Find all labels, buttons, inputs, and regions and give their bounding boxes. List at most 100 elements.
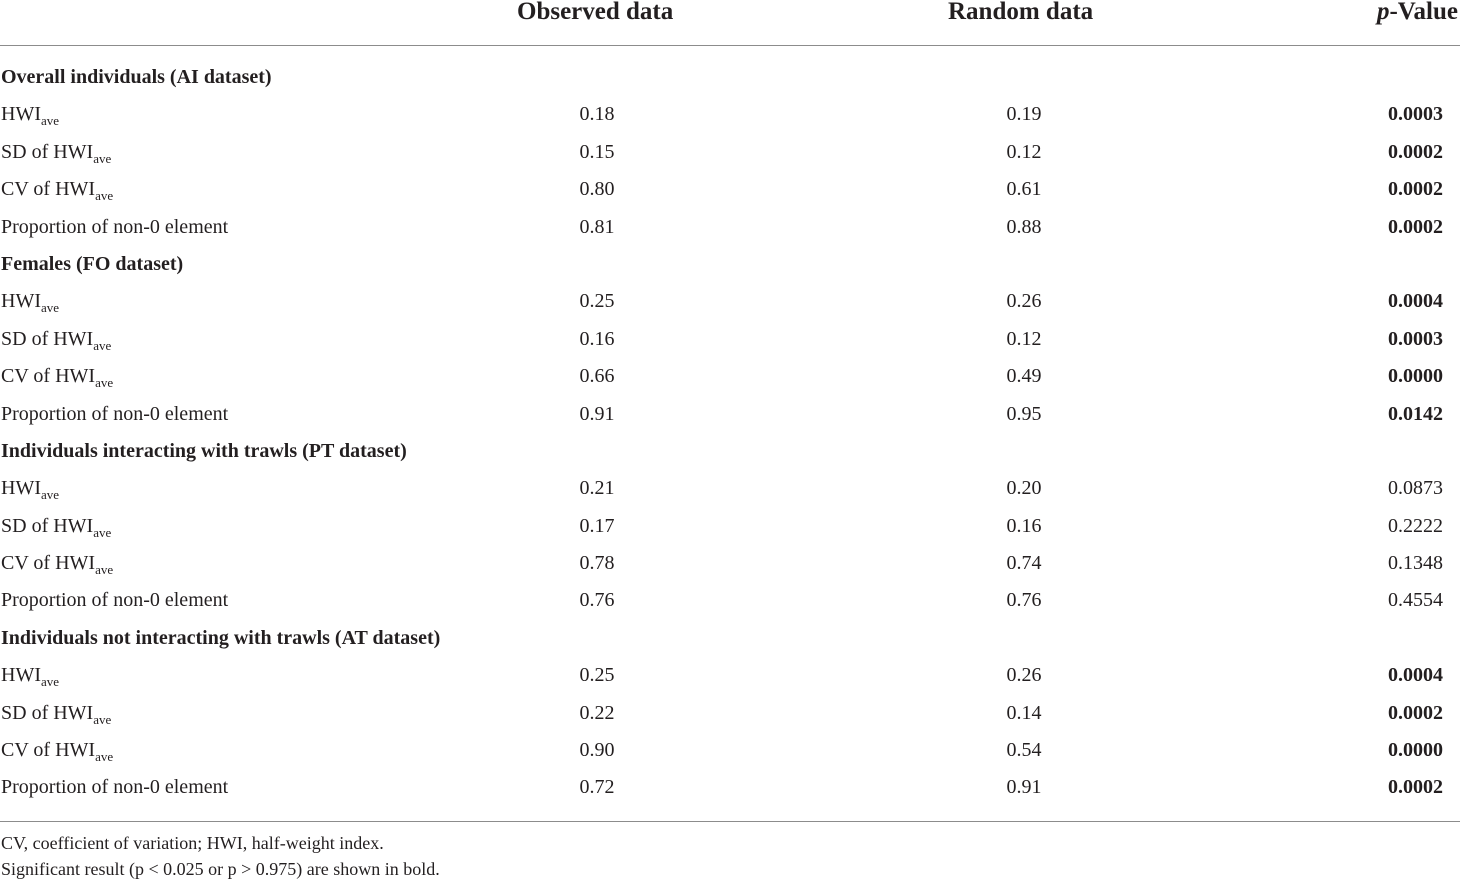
row-label: CV of HWIave [1,358,113,395]
table-row: SD of HWIave 0.17 0.16 0.2222 [0,508,1460,545]
observed-value: 0.22 [579,701,615,724]
row-label-subscript: ave [93,524,112,540]
random-value: 0.19 [1006,103,1042,126]
table-row: HWIave 0.18 0.19 0.0003 [0,96,1460,133]
p-value: 0.0142 [1388,402,1443,425]
table-bottom-rule [0,821,1460,822]
header-p-value-italic: p [1376,0,1390,25]
random-value: 0.16 [1006,514,1042,537]
table-row: SD of HWIave 0.16 0.12 0.0003 [0,321,1460,358]
p-value: 0.0002 [1388,178,1443,201]
row-label-text: HWI [1,477,41,500]
p-value: 0.0000 [1388,365,1443,388]
row-label-text: Proportion of non-0 element [1,589,229,612]
table-row: HWIave 0.25 0.26 0.0004 [0,283,1460,320]
header-observed-data: Observed data [517,0,674,25]
random-value: 0.14 [1006,701,1042,724]
p-value: 0.0002 [1388,701,1443,724]
row-label-text: HWI [1,103,41,126]
random-value: 0.76 [1006,589,1042,612]
table-row: Proportion of non-0 element 0.91 0.95 0.014… [0,396,1460,433]
table-row: CV of HWIave 0.90 0.54 0.0000 [0,732,1460,769]
random-value: 0.12 [1006,327,1042,350]
row-label-subscript: ave [95,749,114,765]
row-label-subscript: ave [93,150,112,166]
table-row: Proportion of non-0 element 0.81 0.88 0.000… [0,209,1460,246]
observed-value: 0.16 [579,327,615,350]
table-row: HWIave 0.25 0.26 0.0004 [0,657,1460,694]
row-label-text: SD of HWI [1,514,94,537]
row-label-text: Proportion of non-0 element [1,402,229,425]
footnote-significance: Significant result (p < 0.025 or p > 0.9… [1,859,440,879]
p-value: 0.0000 [1388,739,1443,762]
section-header-row: Females (FO dataset) [0,246,1460,283]
observed-value: 0.81 [579,215,615,238]
observed-value: 0.90 [579,739,615,762]
random-value: 0.61 [1006,178,1042,201]
observed-value: 0.72 [579,776,615,799]
p-value: 0.0002 [1388,215,1443,238]
row-label: CV of HWIave [1,732,113,769]
header-p-value-rest: -Value [1389,0,1458,25]
p-value: 0.0004 [1388,290,1443,313]
table-body: Overall individuals (AI dataset) HWIave 0.… [0,59,1460,807]
p-value: 0.4554 [1388,589,1443,612]
random-value: 0.54 [1006,739,1042,762]
observed-value: 0.91 [579,402,615,425]
row-label: SD of HWIave [1,134,111,171]
row-label-text: HWI [1,664,41,687]
row-label-text: CV of HWI [1,365,96,388]
table-row: CV of HWIave 0.66 0.49 0.0000 [0,358,1460,395]
observed-value: 0.25 [579,664,615,687]
p-value: 0.0004 [1388,664,1443,687]
row-label-text: HWI [1,290,41,313]
row-label: Proportion of non-0 element [1,769,228,806]
section-header-row: Overall individuals (AI dataset) [0,59,1460,96]
row-label: HWIave [1,470,59,507]
header-p-value: p-Value [1377,0,1458,28]
row-label-subscript: ave [95,375,114,391]
observed-value: 0.17 [579,514,615,537]
footnote-abbreviations: CV, coefficient of variation; HWI, half-… [1,833,384,853]
observed-value: 0.25 [579,290,615,313]
row-label-subscript: ave [40,300,60,316]
row-label: SD of HWIave [1,321,111,358]
row-label-text: CV of HWI [1,178,96,201]
row-label-subscript: ave [40,674,60,690]
observed-value: 0.21 [579,477,615,500]
header-random-data: Random data [948,0,1094,25]
table-header: Observed data Random data p-Value [0,0,1460,46]
observed-value: 0.80 [579,178,615,201]
observed-value: 0.76 [579,589,615,612]
table-row: Proportion of non-0 element 0.76 0.76 0.455… [0,582,1460,619]
section-title: Females (FO dataset) [1,252,184,275]
row-label-subscript: ave [40,113,60,129]
table-footnotes: CV, coefficient of variation; HWI, half-… [1,830,440,882]
section-title: Individuals not interacting with trawls … [1,626,441,649]
p-value: 0.0003 [1388,327,1443,350]
row-label: Proportion of non-0 element [1,582,228,619]
table-row: CV of HWIave 0.80 0.61 0.0002 [0,171,1460,208]
random-value: 0.74 [1006,552,1042,575]
random-value: 0.91 [1006,776,1042,799]
row-label: Proportion of non-0 element [1,209,228,246]
section-title: Individuals interacting with trawls (PT … [1,439,407,462]
random-value: 0.95 [1006,402,1042,425]
p-value: 0.0873 [1388,477,1443,500]
row-label-text: Proportion of non-0 element [1,776,229,799]
row-label-text: CV of HWI [1,552,96,575]
row-label: Proportion of non-0 element [1,396,228,433]
row-label: SD of HWIave [1,508,111,545]
row-label-text: SD of HWI [1,327,94,350]
random-value: 0.26 [1006,664,1042,687]
p-value: 0.0003 [1388,103,1443,126]
row-label-text: SD of HWI [1,140,94,163]
row-label-subscript: ave [93,711,112,727]
table-row: HWIave 0.21 0.20 0.0873 [0,470,1460,507]
observed-value: 0.66 [579,365,615,388]
row-label: HWIave [1,96,59,133]
row-label-text: Proportion of non-0 element [1,215,229,238]
row-label: HWIave [1,657,59,694]
random-value: 0.26 [1006,290,1042,313]
row-label: SD of HWIave [1,695,111,732]
